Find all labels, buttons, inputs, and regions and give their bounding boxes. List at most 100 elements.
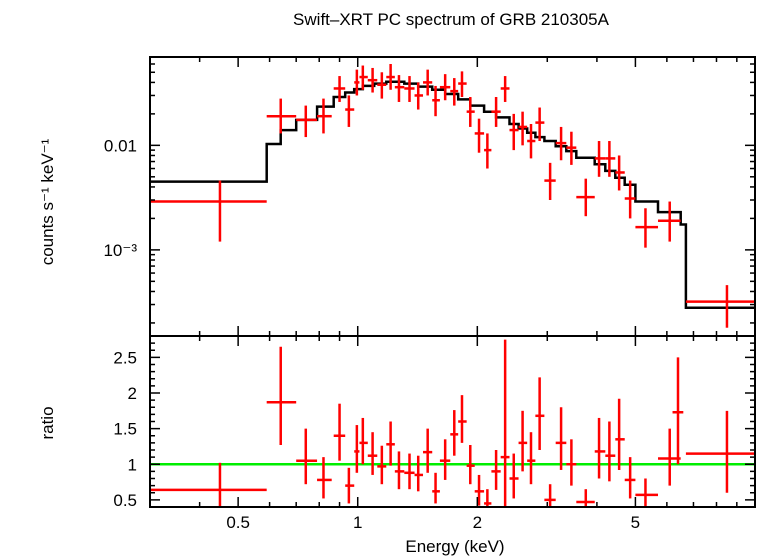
x-tick-label: 5	[631, 513, 640, 532]
y-tick-label: 0.5	[113, 491, 137, 510]
data-point	[518, 111, 528, 146]
data-point	[466, 97, 475, 127]
data-point	[658, 201, 681, 242]
ratio-point	[615, 398, 625, 470]
data-point	[509, 113, 519, 151]
data-point	[635, 208, 659, 248]
ratio-point	[555, 407, 567, 470]
data-point	[439, 74, 451, 101]
data-point	[615, 155, 625, 191]
data-point	[624, 180, 636, 219]
ratio-point	[466, 445, 475, 485]
x-tick-label: 0.5	[226, 513, 250, 532]
data-point	[576, 178, 595, 217]
y-tick-label: 10⁻³	[103, 241, 137, 260]
ratio-point	[527, 432, 536, 485]
axes	[149, 56, 756, 507]
ratio-point	[394, 451, 405, 490]
data-point	[404, 76, 415, 102]
ratio-point	[491, 450, 501, 490]
data-point	[423, 69, 433, 96]
data-point	[484, 133, 492, 169]
data-point	[333, 76, 346, 102]
ratio-point	[594, 417, 606, 479]
data-point	[685, 285, 755, 328]
data-point	[377, 72, 387, 99]
data-point	[535, 107, 545, 142]
ratio-point	[544, 484, 556, 507]
data-point	[266, 98, 297, 134]
ratio-point	[296, 428, 318, 485]
data-point	[458, 71, 467, 98]
ratio-point	[354, 425, 360, 473]
x-axis-label: Energy (keV)	[405, 537, 504, 556]
x-tick-label: 2	[473, 513, 482, 532]
ratio-point	[439, 439, 451, 480]
data-point	[386, 63, 395, 90]
y-tick-label: 0.01	[104, 136, 137, 155]
ratio-point	[333, 403, 346, 461]
ratio-point	[266, 346, 297, 446]
data-point	[450, 78, 459, 106]
y-tick-label: 1	[128, 455, 137, 474]
ratio-point	[345, 467, 355, 504]
data-point	[296, 105, 318, 138]
ratio-point	[500, 339, 510, 507]
data-point	[432, 85, 440, 117]
data-point	[359, 65, 368, 90]
ratio-point	[450, 410, 459, 456]
bottom-panel-ylabel: ratio	[38, 406, 57, 439]
data-point	[394, 75, 405, 102]
top-panel	[150, 63, 755, 328]
data-point	[500, 76, 510, 102]
data-point	[491, 97, 501, 127]
ratio-point	[359, 417, 368, 465]
ratio-point	[414, 455, 424, 492]
ratio-point	[566, 439, 577, 486]
data-point	[345, 95, 355, 127]
ratio-point	[576, 489, 595, 507]
ratio-point	[605, 421, 616, 482]
top-panel-frame	[149, 56, 756, 337]
data-point	[414, 82, 424, 110]
y-tick-label: 2.5	[113, 348, 137, 367]
top-panel-ylabel: counts s⁻¹ keV⁻¹	[38, 138, 57, 265]
data-point	[527, 124, 536, 159]
data-point	[555, 126, 567, 161]
ratio-point	[535, 377, 545, 450]
ratio-point	[672, 357, 684, 465]
data-point	[354, 69, 360, 96]
y-tick-label: 2	[128, 384, 137, 403]
ratio-point	[377, 445, 387, 485]
ratio-point	[474, 474, 485, 506]
ratio-point	[150, 462, 267, 507]
ratio-point	[685, 410, 755, 493]
ratio-point	[635, 478, 659, 507]
ratio-point	[518, 410, 528, 472]
model-step-line	[150, 80, 755, 309]
ratio-point	[484, 489, 492, 507]
bottom-panel-frame	[149, 335, 756, 508]
ratio-point	[624, 457, 636, 499]
data-point	[594, 141, 606, 177]
ratio-point	[386, 421, 395, 466]
ratio-point	[404, 453, 415, 490]
chart-title: Swift–XRT PC spectrum of GRB 210305A	[293, 10, 610, 29]
data-point	[605, 141, 616, 177]
data-point	[566, 131, 577, 165]
data-point	[544, 162, 556, 200]
data-point	[474, 118, 485, 153]
ratio-point	[317, 457, 332, 499]
ratio-point	[423, 428, 433, 473]
x-tick-label: 1	[353, 513, 362, 532]
data-point	[150, 180, 267, 242]
bottom-panel	[150, 339, 755, 507]
y-tick-label: 1.5	[113, 420, 137, 439]
ratio-point	[367, 432, 378, 475]
ratio-point	[432, 472, 440, 504]
data-point	[317, 98, 332, 134]
ratio-point	[509, 453, 519, 499]
data-point	[367, 67, 378, 93]
ratio-point	[458, 395, 467, 443]
